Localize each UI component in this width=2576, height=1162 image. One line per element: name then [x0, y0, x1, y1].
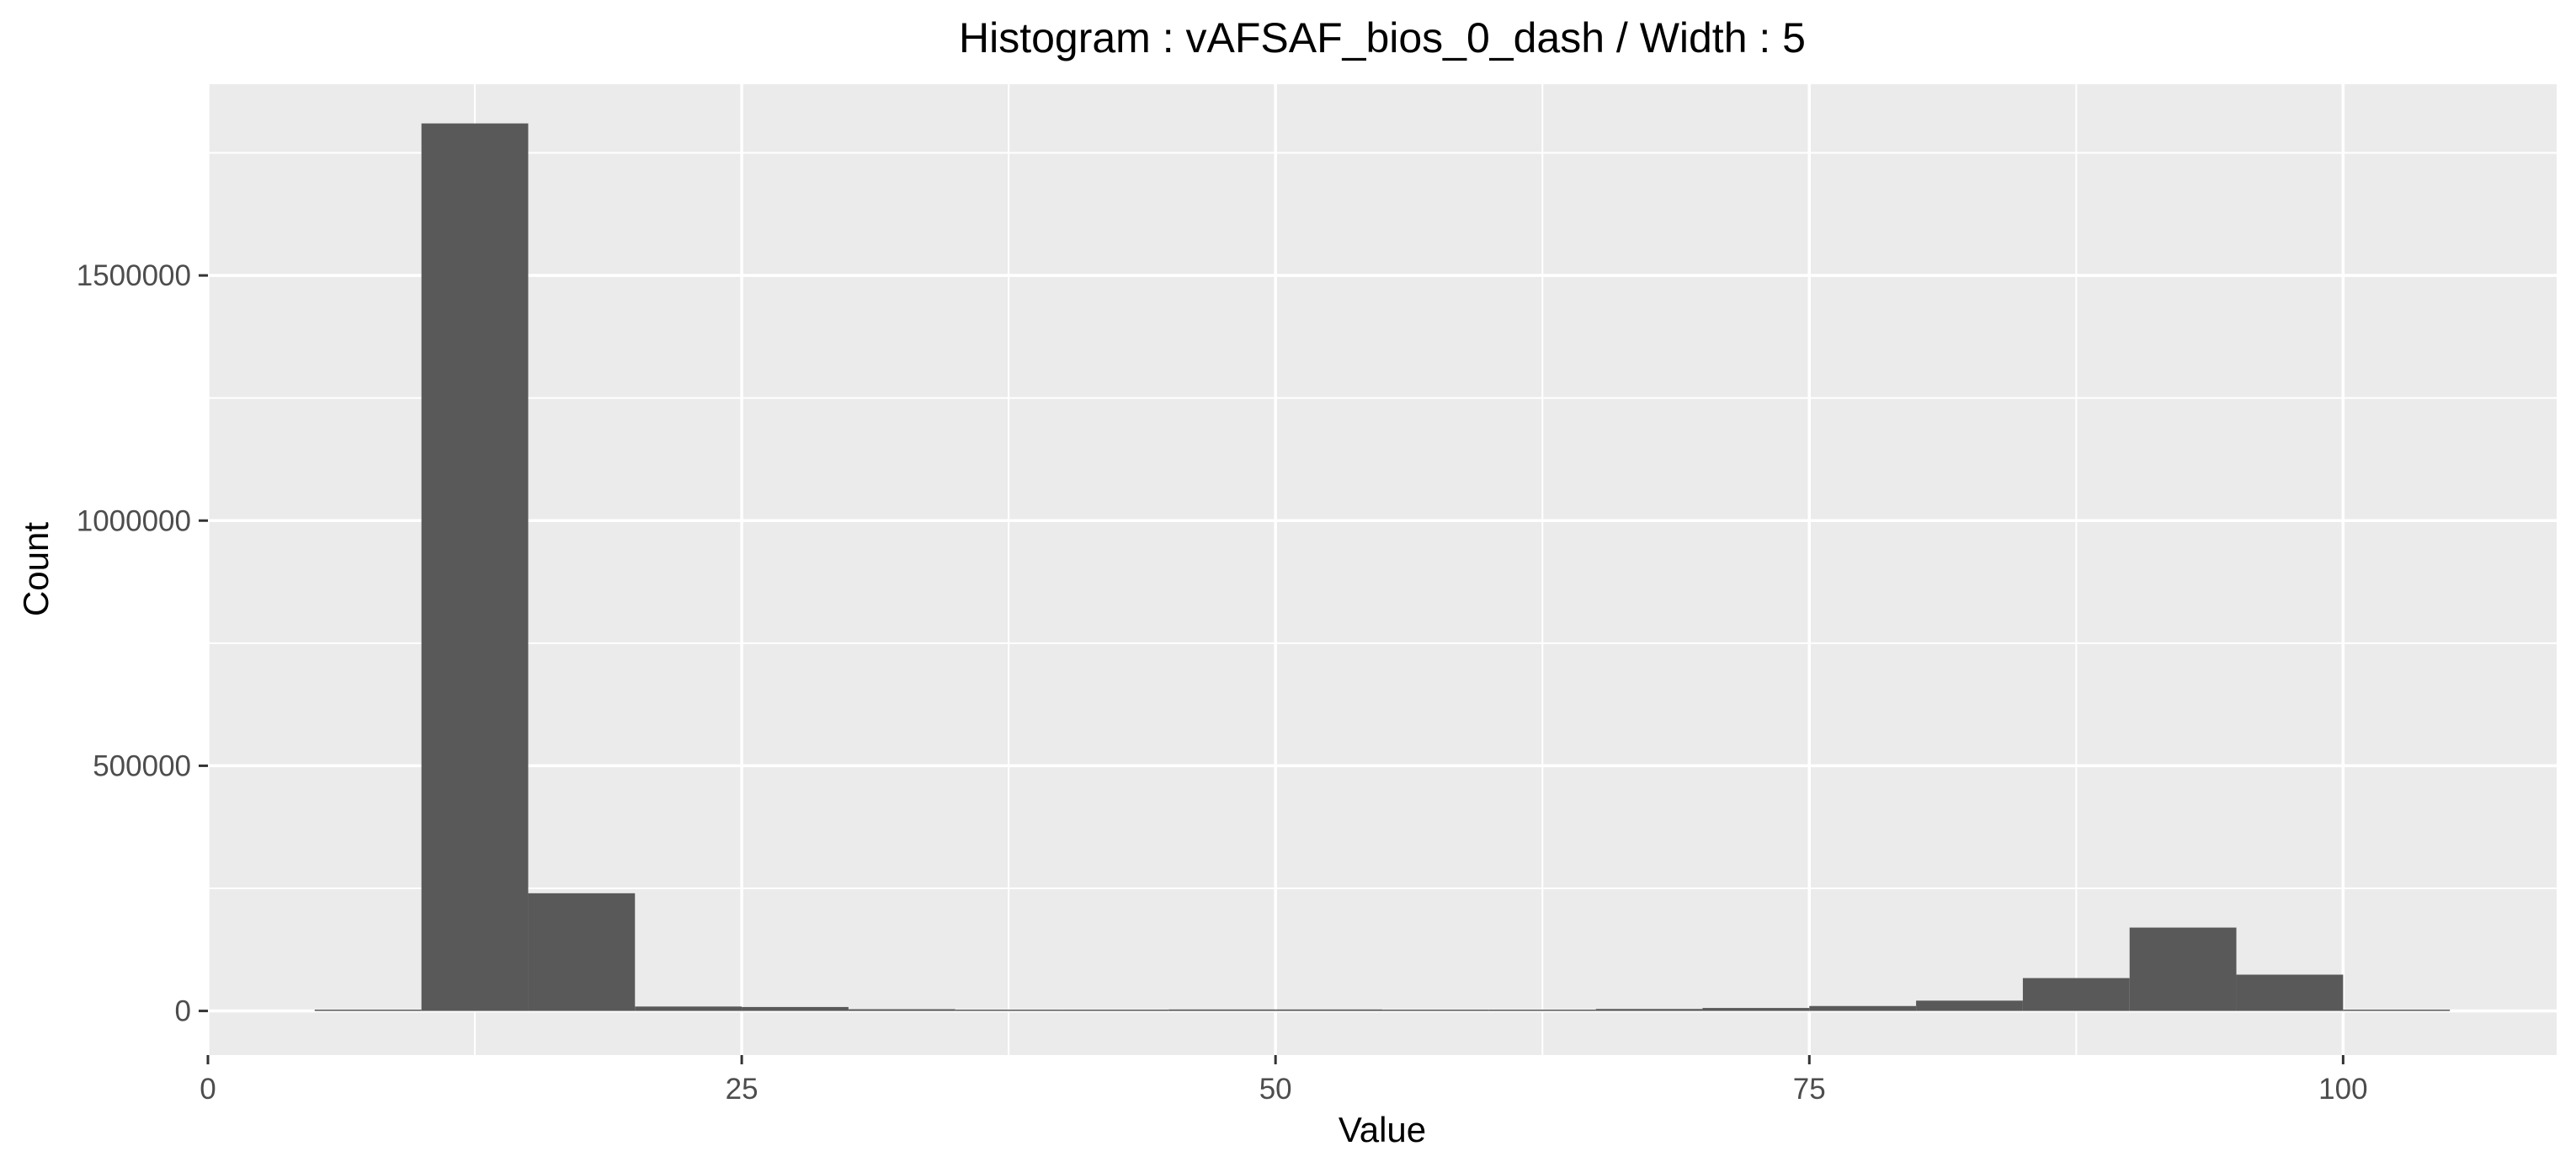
chart-title: Histogram : vAFSAF_bios_0_dash / Width :…: [959, 14, 1806, 61]
histogram-bar: [1595, 1009, 1703, 1011]
histogram-bar: [1702, 1008, 1810, 1011]
x-tick-label: 25: [726, 1073, 758, 1106]
histogram-bar: [635, 1006, 742, 1011]
histogram-bar: [2236, 974, 2344, 1011]
histogram-bar: [1382, 1010, 1489, 1011]
y-axis: 0 500000 1000000 1500000: [77, 259, 208, 1028]
histogram-bar: [1916, 1000, 2023, 1011]
histogram-bars: [314, 123, 2451, 1011]
histogram-bar: [742, 1006, 849, 1011]
x-tick-label: 50: [1259, 1073, 1292, 1106]
x-axis-title: Value: [1339, 1110, 1426, 1149]
x-tick-label: 0: [200, 1073, 216, 1106]
histogram-bar: [1275, 1009, 1382, 1011]
y-tick-label: 1500000: [77, 259, 191, 292]
x-tick-label: 75: [1793, 1073, 1826, 1106]
histogram-bar: [848, 1009, 955, 1011]
histogram-bar: [528, 893, 636, 1011]
histogram-bar: [1168, 1009, 1276, 1011]
histogram-bar: [1062, 1010, 1169, 1011]
histogram-bar: [1488, 1010, 1596, 1011]
histogram-bar: [955, 1010, 1062, 1011]
y-axis-title: Count: [16, 522, 56, 616]
x-axis: 0 25 50 75 100: [200, 1055, 2368, 1106]
y-tick-label: 1000000: [77, 504, 191, 537]
histogram-bar: [1809, 1005, 1917, 1011]
y-tick-label: 0: [175, 995, 191, 1028]
histogram-bar: [421, 123, 529, 1011]
histogram-bar: [2129, 927, 2237, 1011]
histogram-bar: [2022, 978, 2130, 1011]
histogram-bar: [2343, 1010, 2451, 1011]
x-tick-label: 100: [2318, 1073, 2367, 1106]
histogram-bar: [314, 1010, 422, 1011]
minor-gridlines: [208, 84, 2557, 1055]
y-tick-label: 500000: [93, 749, 191, 782]
